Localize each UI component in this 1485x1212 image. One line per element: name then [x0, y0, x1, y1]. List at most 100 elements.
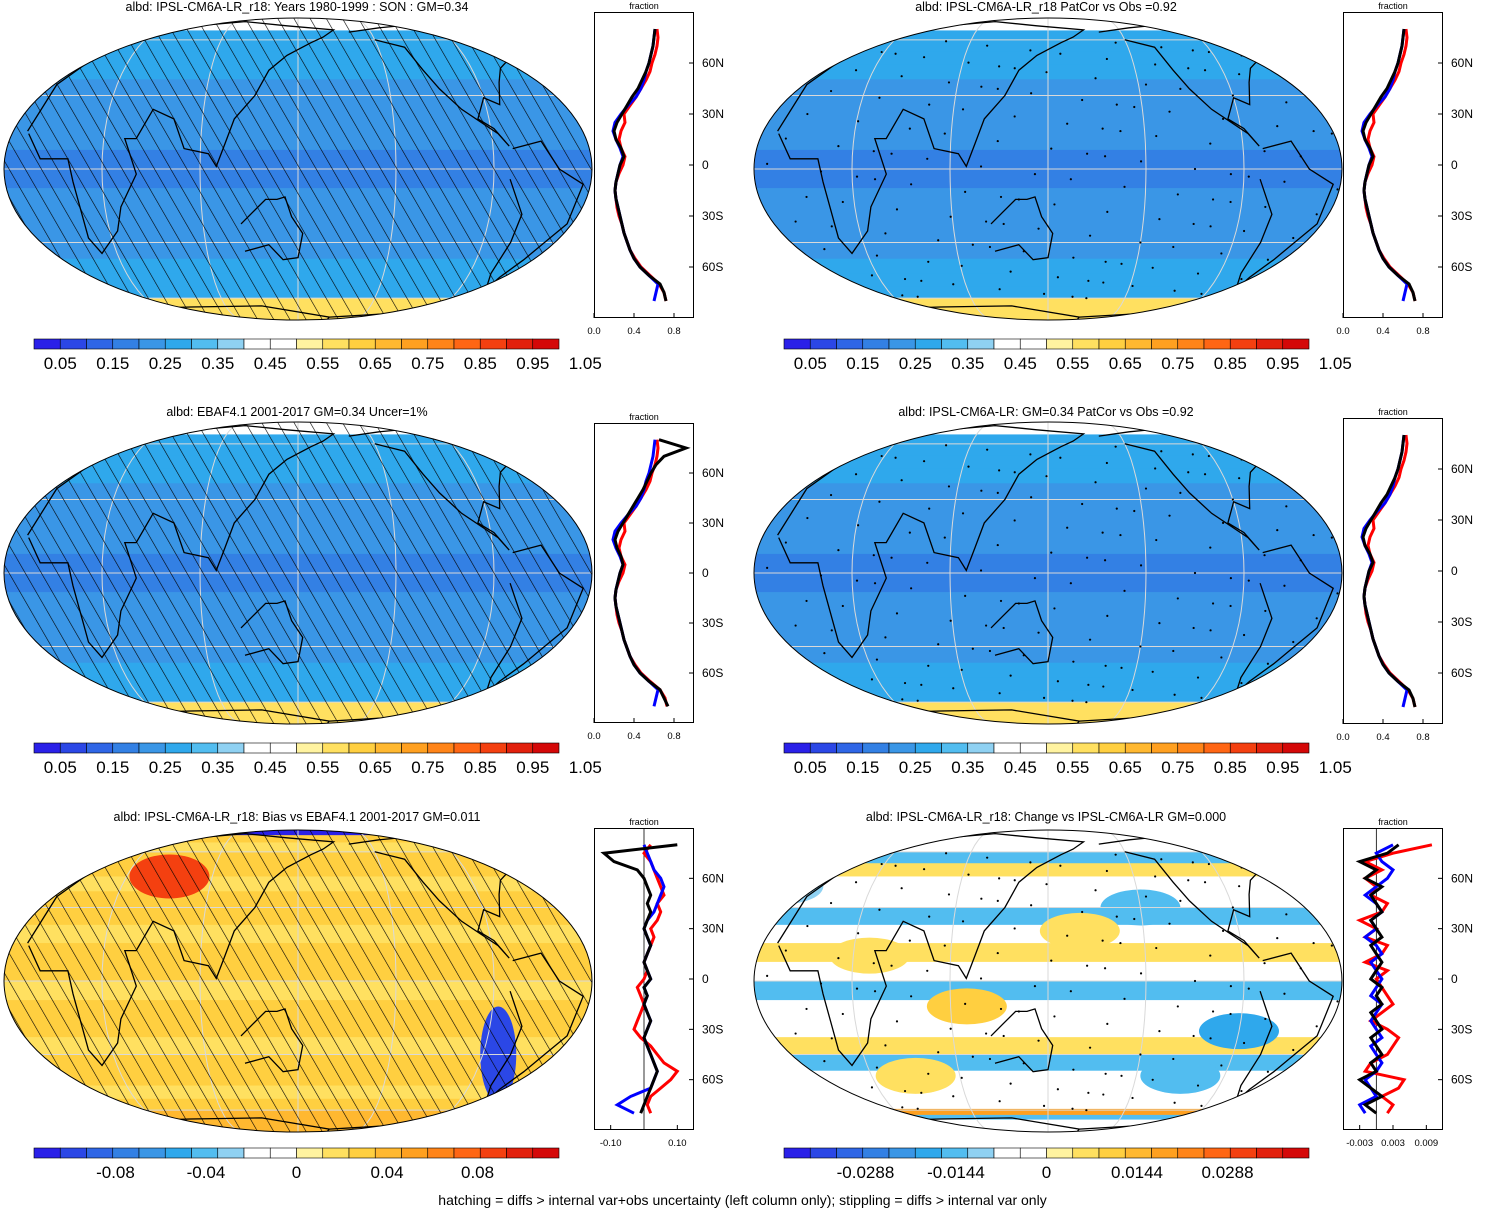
x-tick-label: 0.009: [1414, 1138, 1438, 1149]
stipple-dot: [943, 132, 946, 135]
map-border: [753, 829, 1343, 1133]
stipple-dot: [1209, 225, 1212, 228]
stipple-dot: [1059, 456, 1062, 459]
stipple-dot: [1209, 546, 1212, 549]
stipple-dot: [794, 624, 797, 627]
stipple-dot: [1285, 913, 1288, 916]
colorbar-swatch: [348, 338, 376, 350]
stipple-dot: [1168, 514, 1171, 517]
meridian-line: [949, 18, 995, 320]
colorbar-swatch: [836, 338, 864, 350]
stipple-dot: [988, 649, 992, 653]
stipple-dot: [908, 531, 911, 534]
stipple-dot: [1276, 125, 1279, 128]
colorbar-swatch: [33, 1147, 61, 1159]
y-tick-label: 30S: [702, 616, 723, 630]
stipple-dot: [1037, 1039, 1040, 1042]
stipple-dot: [1081, 502, 1084, 506]
y-tick-label: 60N: [702, 466, 724, 480]
stipple-dot: [1045, 475, 1048, 478]
stipple-dot: [920, 1091, 923, 1094]
stipple-dot: [1085, 1109, 1088, 1112]
y-tick-label: 60S: [1451, 666, 1472, 680]
colorbar-swatch: [1019, 338, 1047, 350]
stipple-dot: [1292, 236, 1295, 240]
stipple-dot: [1115, 507, 1118, 510]
stipple-dot: [1266, 258, 1269, 261]
stipple-dot: [823, 1060, 826, 1063]
stipple-dot: [814, 855, 817, 858]
stipple-dot: [1200, 292, 1203, 295]
stipple-dot: [1221, 929, 1225, 932]
stipple-dot: [1094, 77, 1097, 80]
stipple-dot: [1276, 529, 1279, 532]
stipple-dot: [926, 969, 929, 972]
stipple-dot: [869, 291, 872, 294]
stipple-dot: [819, 170, 823, 173]
profile-xlabel: fraction: [629, 1, 659, 11]
colorbar-swatch: [783, 742, 811, 754]
colorbar-swatch: [506, 742, 534, 754]
colorbar: 0.05 0.15 0.25 0.35 0.45 0.55 0.65 0.75 0.85 0.95…: [783, 742, 1352, 777]
stipple-dot: [805, 1007, 808, 1011]
stipple-dot: [1242, 1041, 1246, 1045]
stipple-dot: [1220, 656, 1223, 659]
stipple-dot: [1238, 297, 1241, 300]
colorbar-swatch: [967, 742, 995, 754]
colorbar-swatch: [33, 338, 61, 350]
stipple-dot: [926, 157, 929, 160]
map-border: [3, 829, 593, 1133]
stipple-dot: [1053, 1015, 1056, 1018]
stipple-dot: [1094, 481, 1097, 484]
stipple-dot: [928, 507, 931, 510]
x-tick-label: 0.0: [587, 326, 600, 337]
stipple-dot: [884, 1044, 887, 1047]
colorbar-swatch: [322, 1147, 350, 1159]
stipple-dot: [875, 658, 879, 661]
stipple-dot: [1191, 861, 1194, 864]
stipple-dot: [785, 668, 788, 671]
stipple-dot: [766, 566, 769, 569]
stipple-dot: [1069, 990, 1072, 993]
stipple-dot: [1013, 519, 1016, 522]
stipple-dot: [1229, 173, 1232, 176]
stipple-dot: [964, 594, 967, 597]
stipple-dot: [1101, 939, 1104, 942]
stipple-dot: [1037, 631, 1040, 634]
x-tick-label: 0.4: [1376, 732, 1389, 743]
stipple-dot: [1144, 83, 1148, 86]
stipple-dot: [878, 500, 881, 503]
stipple-dot: [998, 469, 1001, 472]
colorbar-label: 0.55: [1056, 354, 1089, 373]
stipple-dot: [854, 473, 858, 476]
colorbar: 0.05 0.15 0.25 0.35 0.45 0.55 0.65 0.75 0.85 0.95…: [783, 338, 1352, 373]
colorbar-swatch: [1177, 338, 1205, 350]
colorbar-swatch: [1072, 1147, 1100, 1159]
stipple-dot: [1144, 895, 1148, 898]
stipple-dot: [998, 692, 1001, 695]
stipple-dot: [986, 44, 989, 47]
colorbar-swatch: [374, 1147, 402, 1159]
stipple-dot: [1071, 295, 1074, 298]
stipple-dot: [1160, 858, 1163, 861]
stipple-dot: [1207, 454, 1210, 458]
stipple-dot: [949, 619, 952, 622]
profile-frame: [1343, 828, 1443, 1130]
colorbar-swatch: [967, 1147, 995, 1159]
stipple-dot: [984, 624, 988, 627]
stipple-dot: [1176, 597, 1179, 600]
colorbar-swatch: [164, 742, 192, 754]
y-tick-label: 30N: [702, 922, 724, 936]
profile-series-black: [1355, 843, 1400, 1115]
stipple-dot: [1268, 685, 1271, 688]
x-tick-label: 0.8: [667, 731, 680, 742]
colorbar-swatch: [374, 742, 402, 754]
stipple-dot: [1285, 101, 1288, 104]
stipple-dot: [1321, 509, 1324, 513]
stipple-dot: [1247, 579, 1250, 582]
stipple-dot: [1042, 292, 1046, 295]
stipple-dot: [1029, 453, 1032, 456]
stipple-dot: [872, 554, 875, 557]
stipple-dot: [943, 944, 946, 947]
colorbar-swatch: [59, 1147, 87, 1159]
